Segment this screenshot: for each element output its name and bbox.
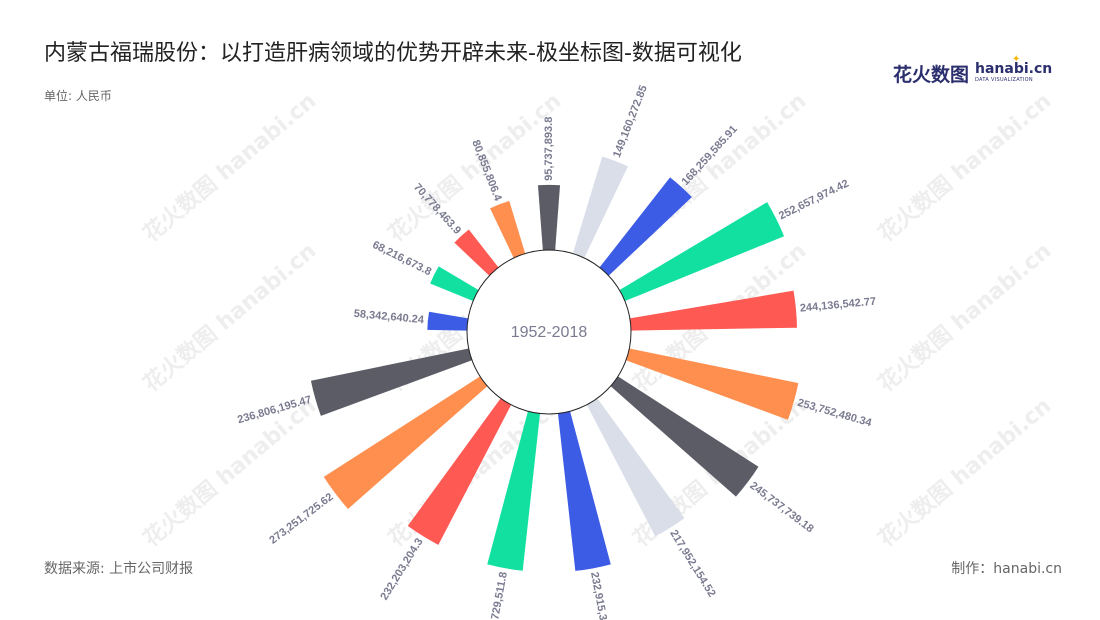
data-source: 数据来源: 上市公司财报 [44,561,194,577]
logo-text-en: hanabi.cn [975,61,1053,77]
polar-bar[interactable] [430,266,479,302]
bar-value-label: 273,251,725.62 [267,491,335,547]
polar-bar[interactable] [490,200,526,258]
polar-bar[interactable] [610,376,759,497]
bar-value-label: 80,855,806.4 [469,138,504,203]
center-label: 1952-2018 [511,324,588,341]
bar-value-label: 236,806,195.47 [236,394,313,426]
polar-bar[interactable] [599,177,692,276]
polar-bar[interactable] [427,311,469,331]
bar-value-label: 253,752,480.34 [796,397,874,430]
bar-value-label: 68,216,673.8 [370,239,433,278]
polar-bar[interactable] [572,156,628,258]
center-circle [466,249,632,415]
bar-value-label: 232,915,359.1 [588,571,613,620]
polar-bar[interactable] [619,202,785,302]
bar-value-label: 58,342,640.24 [353,308,425,327]
polar-bar[interactable] [625,348,799,420]
bar-value-label: 149,160,272.85 [611,84,650,160]
maker-credit: 制作：hanabi.cn [951,561,1062,577]
unit-label: 单位: 人民币 [44,89,112,103]
polar-bar[interactable] [629,290,797,331]
bar-value-label: 217,952,154.52 [667,528,717,599]
polar-bar[interactable] [557,411,611,571]
polar-bar[interactable] [586,398,685,537]
polar-bar[interactable] [310,348,473,416]
polar-bar[interactable] [407,398,512,545]
bar-value-label: 168,259,585.91 [680,123,740,188]
chart-title: 内蒙古福瑞股份：以打造肝病领域的优势开辟未来-极坐标图-数据可视化 [44,41,742,66]
bar-value-label: 252,657,974.42 [777,178,851,223]
polar-bar[interactable] [537,184,561,251]
bar-value-label: 244,136,542.77 [799,296,876,315]
bar-value-label: 70,778,463.9 [411,181,463,237]
logo-subtitle: DATA VISUALIZATION [975,77,1033,83]
bar-value-label: 95,737,893.8 [543,117,555,181]
bar-value-label: 232,729,511.8 [485,571,510,620]
bar-value-label: 245,737,739.18 [747,480,815,536]
logo-text-cn: 花火数图 [893,64,970,86]
polar-bar[interactable] [487,411,541,571]
polar-bar[interactable] [454,229,499,276]
bar-value-label: 232,203,204.3 [378,536,425,602]
polar-bar[interactable] [323,376,488,509]
logo-star-icon: ✦ [1012,54,1021,65]
